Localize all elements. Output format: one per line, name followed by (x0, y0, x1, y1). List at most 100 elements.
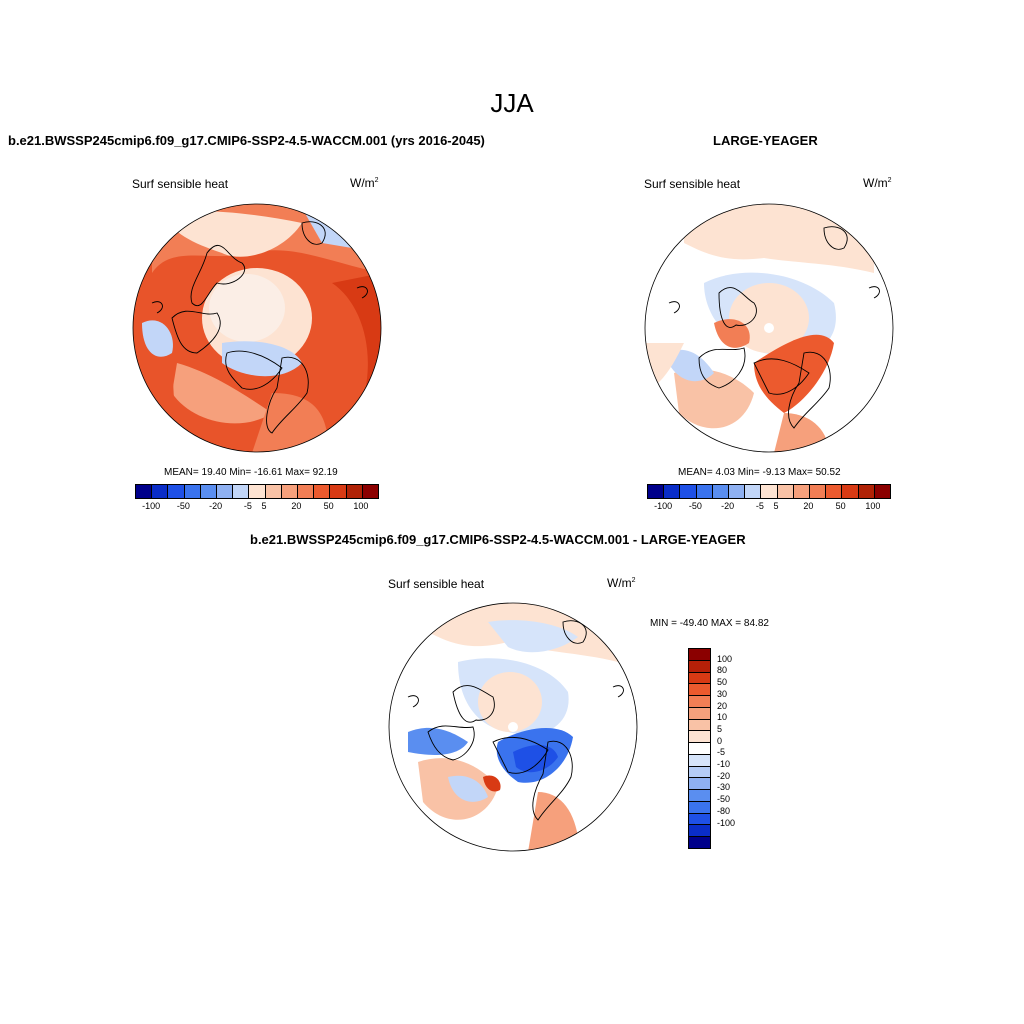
colorbar-tick-label: -10 (717, 759, 731, 770)
colorbar-tick-label: 100 (353, 501, 369, 511)
colorbar-tick-label: -50 (688, 501, 702, 511)
colorbar-swatch (874, 485, 891, 498)
colorbar-swatch (184, 485, 201, 498)
panel-diff-units: W/m2 (607, 576, 636, 590)
panel-obs-units: W/m2 (863, 176, 892, 190)
colorbar-swatch (745, 485, 762, 498)
colorbar-swatch (330, 485, 347, 498)
colorbar-tick-label: 0 (717, 735, 723, 746)
colorbar-swatch (648, 485, 665, 498)
colorbar-swatch (689, 801, 710, 814)
panel-test-title: b.e21.BWSSP245cmip6.f09_g17.CMIP6-SSP2-4… (8, 133, 485, 148)
colorbar-tick-label: 30 (717, 688, 728, 699)
colorbar-swatch (680, 485, 697, 498)
colorbar-swatch (233, 485, 250, 498)
panel-diff-stats: MIN = -49.40 MAX = 84.82 (650, 618, 769, 629)
colorbar-swatch (689, 766, 710, 779)
panel-test-units: W/m2 (350, 176, 379, 190)
colorbar-swatch (689, 825, 710, 838)
panel-obs-colorbar (647, 484, 891, 499)
panel-obs-title: LARGE-YEAGER (713, 133, 818, 148)
panel-diff-map (388, 602, 638, 852)
colorbar-swatch (696, 485, 713, 498)
colorbar-swatch (346, 485, 363, 498)
colorbar-tick-label: 5 (261, 501, 267, 511)
colorbar-tick-label: -100 (654, 501, 673, 511)
colorbar-swatch (842, 485, 859, 498)
colorbar-tick-label: 5 (717, 723, 723, 734)
colorbar-swatch (168, 485, 185, 498)
colorbar-swatch (761, 485, 778, 498)
panel-test-colorbar-ticks: -100 -50 -20 -5 5 20 50 100 (135, 501, 377, 513)
colorbar-tick-label: -100 (717, 817, 736, 828)
colorbar-tick-label: 20 (803, 501, 814, 511)
colorbar-tick-label: 50 (717, 677, 728, 688)
colorbar-swatch (689, 684, 710, 697)
colorbar-swatch (689, 672, 710, 685)
colorbar-swatch (689, 743, 710, 755)
colorbar-tick-label: 10 (717, 712, 728, 723)
colorbar-tick-label: -50 (176, 501, 190, 511)
colorbar-tick-label: 20 (291, 501, 302, 511)
panel-diff-title: b.e21.BWSSP245cmip6.f09_g17.CMIP6-SSP2-4… (250, 532, 746, 547)
colorbar-swatch (298, 485, 315, 498)
panel-obs-variable: Surf sensible heat (644, 177, 741, 191)
colorbar-swatch (689, 837, 710, 849)
colorbar-tick-label: -80 (717, 805, 731, 816)
colorbar-swatch (136, 485, 153, 498)
colorbar-swatch (689, 660, 710, 673)
panel-test-colorbar (135, 484, 379, 499)
colorbar-tick-label: 50 (835, 501, 846, 511)
colorbar-swatch (712, 485, 730, 498)
colorbar-swatch (664, 485, 681, 498)
colorbar-swatch (362, 485, 379, 498)
colorbar-tick-label: -50 (717, 794, 731, 805)
panel-diff-variable: Surf sensible heat (388, 577, 485, 591)
colorbar-swatch (689, 731, 710, 744)
colorbar-swatch (689, 813, 710, 826)
colorbar-swatch (858, 485, 875, 498)
colorbar-swatch (689, 696, 710, 708)
colorbar-swatch (217, 485, 234, 498)
panel-diff-colorbar (688, 648, 711, 849)
colorbar-tick-label: -5 (755, 501, 764, 511)
colorbar-swatch (265, 485, 282, 498)
colorbar-swatch (689, 790, 710, 802)
colorbar-swatch (793, 485, 811, 498)
colorbar-tick-label: -5 (717, 747, 726, 758)
colorbar-swatch (281, 485, 299, 498)
colorbar-tick-label: 5 (773, 501, 779, 511)
colorbar-swatch (689, 649, 710, 661)
colorbar-tick-label: -20 (721, 501, 735, 511)
colorbar-tick-label: 80 (717, 665, 728, 676)
colorbar-tick-label: -30 (717, 782, 731, 793)
colorbar-tick-label: 100 (717, 653, 733, 664)
colorbar-tick-label: 20 (717, 700, 728, 711)
colorbar-swatch (689, 778, 710, 791)
colorbar-swatch (689, 754, 710, 767)
panel-test-stats: MEAN= 19.40 Min= -16.61 Max= 92.19 (164, 467, 338, 478)
colorbar-tick-label: -100 (142, 501, 161, 511)
panel-obs-map (644, 203, 894, 453)
colorbar-swatch (200, 485, 218, 498)
colorbar-swatch (689, 707, 710, 720)
colorbar-tick-label: 100 (865, 501, 881, 511)
season-title: JJA (490, 88, 534, 118)
panel-obs-stats: MEAN= 4.03 Min= -9.13 Max= 50.52 (678, 467, 841, 478)
colorbar-swatch (249, 485, 266, 498)
colorbar-tick-label: 50 (323, 501, 334, 511)
colorbar-tick-label: -20 (717, 770, 731, 781)
colorbar-swatch (729, 485, 746, 498)
panel-diff-colorbar-labels: 100 80 50 30 20 10 5 0 -5 -10 -20 -30 -50 -80 -100 (717, 648, 757, 847)
colorbar-swatch (810, 485, 827, 498)
colorbar-tick-label: -20 (209, 501, 223, 511)
colorbar-swatch (152, 485, 169, 498)
colorbar-swatch (826, 485, 843, 498)
panel-test-map (132, 203, 382, 453)
colorbar-tick-label: -5 (243, 501, 252, 511)
panel-test-variable: Surf sensible heat (132, 177, 229, 191)
colorbar-swatch (777, 485, 794, 498)
panel-obs-colorbar-ticks: -100 -50 -20 -5 5 20 50 100 (647, 501, 889, 513)
colorbar-swatch (689, 719, 710, 732)
colorbar-swatch (314, 485, 331, 498)
